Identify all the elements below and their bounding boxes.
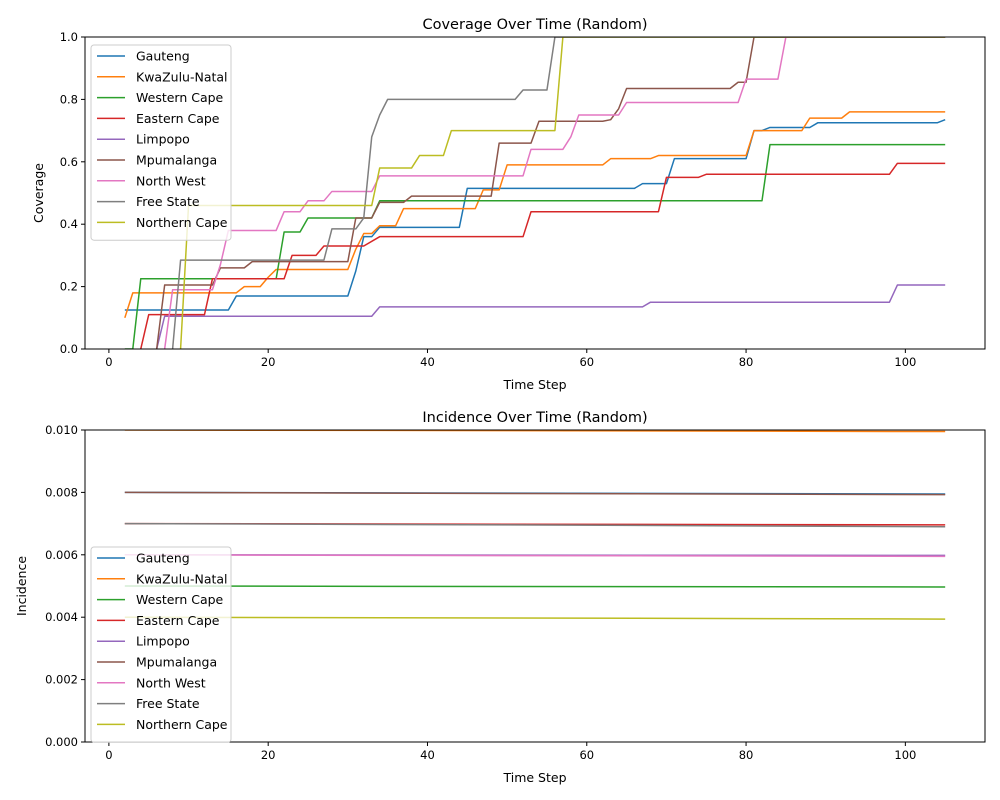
legend-label: North West <box>136 173 206 188</box>
x-tick-label: 20 <box>261 355 276 369</box>
x-tick-label: 40 <box>420 748 435 762</box>
x-tick-label: 0 <box>105 748 112 762</box>
legend: Gauteng KwaZulu-Natal Western Cape Eastern … <box>90 44 232 241</box>
legend-label: Western Cape <box>136 90 224 105</box>
legend-label: Eastern Cape <box>136 613 220 628</box>
series-line-1 <box>124 111 946 319</box>
series-line-4 <box>155 284 946 349</box>
legend-label: KwaZulu-Natal <box>136 69 228 84</box>
series-line-7 <box>171 37 946 349</box>
series-line-7 <box>124 522 946 528</box>
legend-label: KwaZulu-Natal <box>136 571 228 586</box>
y-tick-label: 0.2 <box>60 280 78 294</box>
y-tick-label: 0.6 <box>60 155 78 169</box>
chart-title: Incidence Over Time (Random) <box>422 410 647 426</box>
x-tick-label: 0 <box>105 355 112 369</box>
y-tick-label: 0.002 <box>45 673 78 687</box>
legend-label: Free State <box>136 194 200 209</box>
x-tick-label: 80 <box>739 748 754 762</box>
x-ticks: 0 20 40 60 80 100 <box>105 349 916 369</box>
incidence-chart: Incidence Over Time (Random) 0 20 40 60 80 10… <box>14 410 986 785</box>
legend-label: North West <box>136 675 206 690</box>
x-tick-label: 40 <box>420 355 435 369</box>
y-tick-label: 0.010 <box>45 423 78 437</box>
axes-frame <box>84 36 986 350</box>
chart-title: Coverage Over Time (Random) <box>422 17 647 33</box>
x-tick-label: 60 <box>579 355 594 369</box>
y-tick-label: 0.0 <box>60 342 78 356</box>
x-tick-label: 20 <box>261 748 276 762</box>
legend-label: Mpumalanga <box>136 153 217 168</box>
legend-label: Gauteng <box>136 551 190 566</box>
series-line-2 <box>124 585 946 588</box>
legend-label: Limpopo <box>136 132 190 147</box>
axes-frame <box>84 429 986 743</box>
series-line-8 <box>179 37 946 349</box>
y-tick-label: 0.006 <box>45 548 78 562</box>
legend-label: Gauteng <box>136 49 190 64</box>
series-line-5 <box>155 37 946 349</box>
legend-label: Free State <box>136 696 200 711</box>
legend-label: Northern Cape <box>136 215 228 230</box>
series-line-5 <box>124 491 946 496</box>
series-line-0 <box>124 118 946 311</box>
y-tick-label: 0.004 <box>45 610 78 624</box>
y-ticks: 0.0 0.2 0.4 0.6 0.8 1.0 <box>60 30 85 356</box>
y-axis-label: Incidence <box>14 556 29 616</box>
legend-label: Eastern Cape <box>136 111 220 126</box>
legend-box <box>90 44 232 241</box>
x-tick-label: 60 <box>579 748 594 762</box>
legend-label: Mpumalanga <box>136 655 217 670</box>
y-tick-label: 0.000 <box>45 735 78 749</box>
coverage-chart: Coverage Over Time (Random) 0 20 40 60 80 100… <box>31 17 986 392</box>
x-tick-label: 100 <box>894 748 916 762</box>
plot-lines <box>124 37 946 349</box>
legend: Gauteng KwaZulu-Natal Western Cape Eastern … <box>90 546 232 743</box>
series-line-3 <box>140 162 946 349</box>
y-tick-label: 0.008 <box>45 485 78 499</box>
y-tick-label: 1.0 <box>60 30 78 44</box>
legend-label: Western Cape <box>136 592 224 607</box>
y-ticks: 0.000 0.002 0.004 0.006 0.008 0.010 <box>45 423 85 749</box>
x-ticks: 0 20 40 60 80 100 <box>105 742 916 762</box>
plot-lines <box>124 430 946 620</box>
x-tick-label: 100 <box>894 355 916 369</box>
legend-label: Northern Cape <box>136 717 228 732</box>
y-tick-label: 0.8 <box>60 92 78 106</box>
series-line-6 <box>124 554 946 558</box>
legend-box <box>90 546 232 743</box>
y-axis-label: Coverage <box>31 163 46 223</box>
series-line-8 <box>124 616 946 620</box>
y-tick-label: 0.4 <box>60 217 78 231</box>
series-line-2 <box>124 143 946 349</box>
x-axis-label: Time Step <box>502 770 566 785</box>
x-axis-label: Time Step <box>502 377 566 392</box>
x-tick-label: 80 <box>739 355 754 369</box>
legend-label: Limpopo <box>136 634 190 649</box>
